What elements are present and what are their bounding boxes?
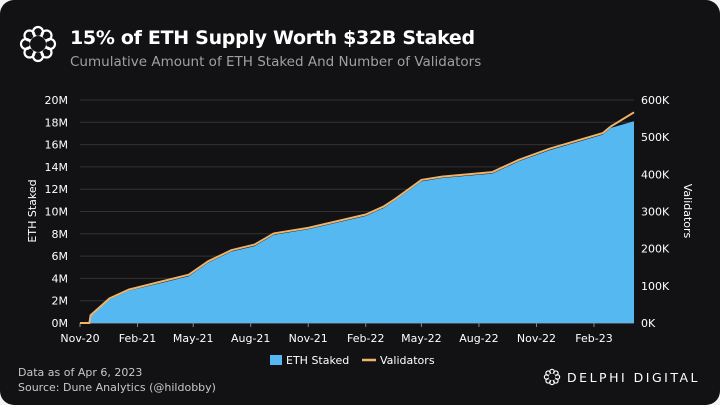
y-tick-label: 6M bbox=[52, 250, 69, 263]
y2-tick-label: 500K bbox=[641, 131, 670, 144]
y-tick-label: 20M bbox=[45, 94, 69, 107]
chart-title: 15% of ETH Supply Worth $32B Staked bbox=[70, 27, 475, 49]
y-tick-label: 8M bbox=[52, 228, 69, 241]
delphi-logo-icon bbox=[19, 25, 57, 63]
y2-tick-label: 300K bbox=[641, 206, 670, 219]
y-tick-label: 4M bbox=[52, 272, 69, 285]
chart-subtitle: Cumulative Amount of ETH Staked And Numb… bbox=[70, 54, 482, 70]
validators-line bbox=[80, 111, 635, 324]
source-note: Source: Dune Analytics (@hildobby) bbox=[18, 381, 216, 394]
legend-swatch-eth-staked bbox=[270, 355, 282, 365]
x-tick-label: Aug-21 bbox=[231, 332, 270, 345]
legend: ETH Staked Validators bbox=[270, 354, 435, 367]
x-tick-label: Aug-22 bbox=[459, 332, 498, 345]
y2-tick-label: 200K bbox=[641, 243, 670, 256]
x-tick-label: Nov-20 bbox=[60, 332, 99, 345]
y-tick-label: 16M bbox=[45, 139, 69, 152]
x-tick-label: May-22 bbox=[401, 332, 442, 345]
y-tick-label: 10M bbox=[45, 206, 69, 219]
eth-staked-area bbox=[80, 121, 635, 323]
brand: DELPHI DIGITAL bbox=[543, 368, 700, 386]
y-tick-label: 2M bbox=[52, 295, 69, 308]
y-tick-label: 14M bbox=[45, 161, 69, 174]
y2-tick-label: 600K bbox=[641, 94, 670, 107]
delphi-brand-icon bbox=[543, 368, 561, 386]
y-tick-label: 0M bbox=[52, 317, 69, 330]
data-as-of-note: Data as of Apr 6, 2023 bbox=[18, 366, 143, 379]
y2-axis-title: Validators bbox=[681, 184, 694, 239]
y-tick-label: 12M bbox=[45, 183, 69, 196]
y-tick-label: 18M bbox=[45, 116, 69, 129]
y2-tick-label: 400K bbox=[641, 168, 670, 181]
x-tick-label: May-21 bbox=[173, 332, 214, 345]
y2-tick-label: 0K bbox=[641, 317, 656, 330]
x-tick-label: Feb-21 bbox=[119, 332, 156, 345]
x-tick-label: Feb-23 bbox=[575, 332, 612, 345]
x-tick-label: Feb-22 bbox=[347, 332, 384, 345]
brand-name: DELPHI DIGITAL bbox=[567, 369, 700, 385]
y2-tick-label: 100K bbox=[641, 280, 670, 293]
x-tick-label: Nov-21 bbox=[289, 332, 328, 345]
x-tick-label: Nov-22 bbox=[517, 332, 556, 345]
y-axis-title: ETH Staked bbox=[26, 179, 39, 242]
legend-label-validators: Validators bbox=[380, 354, 435, 367]
legend-label-eth-staked: ETH Staked bbox=[286, 354, 349, 367]
